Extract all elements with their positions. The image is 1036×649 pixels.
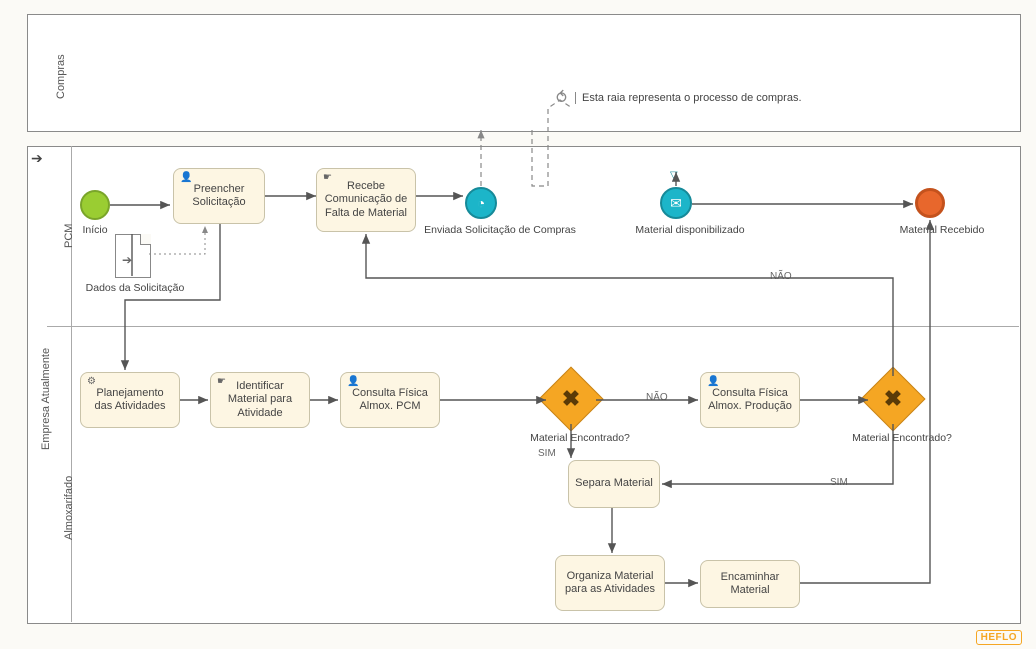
flow-label-sim2: SIM: [830, 477, 848, 488]
lane-separator: [47, 326, 1019, 327]
data-object[interactable]: ➔: [115, 234, 151, 278]
data-object-label: Dados da Solicitação: [80, 282, 190, 294]
end-event-label: Material Recebido: [892, 224, 992, 236]
flow-label-nao1: NÃO: [646, 392, 668, 403]
gear-icon: ⚙: [87, 376, 96, 388]
task-recebe-com[interactable]: ☛ Recebe Comunicação de Falta de Materia…: [316, 168, 416, 232]
task-separa[interactable]: Separa Material: [568, 460, 660, 508]
task-label: Consulta Física Almox. PCM: [347, 387, 433, 413]
manual-icon: ☛: [217, 376, 226, 388]
user-icon: 👤: [347, 376, 359, 388]
start-event[interactable]: [80, 190, 110, 220]
task-identificar[interactable]: ☛ Identificar Material para Atividade: [210, 372, 310, 428]
catch-event-label: Material disponibilizado: [620, 224, 760, 236]
pool-compras-label: Compras: [55, 54, 67, 99]
data-arrow-icon: ➔: [122, 253, 132, 267]
flow-label-sim1: SIM: [538, 448, 556, 459]
flow-label-nao2: NÃO: [770, 271, 792, 282]
annotation-anchor-icon: ⥀: [556, 88, 567, 108]
heflo-badge: HEFLO: [976, 630, 1022, 645]
task-label: Planejamento das Atividades: [87, 387, 173, 413]
lane-header-strip: [47, 146, 72, 622]
catch-event[interactable]: ✉: [660, 187, 692, 219]
end-event[interactable]: [915, 188, 945, 218]
task-label: Consulta Física Almox. Produção: [707, 387, 793, 413]
user-icon: 👤: [707, 376, 719, 388]
task-label: Identificar Material para Atividade: [217, 380, 303, 420]
catch-marker-icon: ▽: [670, 170, 678, 181]
task-label: Recebe Comunicação de Falta de Material: [323, 180, 409, 220]
pool-compras: [27, 14, 1021, 132]
annotation-compras: Esta raia representa o processo de compr…: [575, 92, 842, 104]
gateway-2[interactable]: ✖: [870, 376, 916, 422]
task-label: Preencher Solicitação: [180, 183, 258, 209]
x-icon: ✖: [548, 376, 594, 422]
x-icon: ✖: [870, 376, 916, 422]
task-preencher[interactable]: 👤 Preencher Solicitação: [173, 168, 265, 224]
send-event-label: Enviada Solicitação de Compras: [420, 224, 580, 236]
task-organiza[interactable]: Organiza Material para as Atividades: [555, 555, 665, 611]
start-event-label: Início: [68, 224, 122, 236]
gateway-1-label: Material Encontrado?: [520, 432, 640, 444]
task-consulta-prod[interactable]: 👤 Consulta Física Almox. Produção: [700, 372, 800, 428]
task-encaminhar[interactable]: Encaminhar Material: [700, 560, 800, 608]
task-label: Encaminhar Material: [707, 571, 793, 597]
lane-almox-label: Almoxarifado: [63, 476, 75, 540]
manual-icon: ☛: [323, 172, 332, 184]
task-label: Organiza Material para as Atividades: [562, 570, 658, 596]
gateway-2-label: Material Encontrado?: [842, 432, 962, 444]
task-planejamento[interactable]: ⚙ Planejamento das Atividades: [80, 372, 180, 428]
task-consulta-pcm[interactable]: 👤 Consulta Física Almox. PCM: [340, 372, 440, 428]
task-label: Separa Material: [575, 477, 653, 490]
clock-icon: ◔: [477, 195, 485, 211]
user-icon: 👤: [180, 172, 192, 184]
envelope-icon: ✉: [670, 195, 682, 212]
gateway-1[interactable]: ✖: [548, 376, 594, 422]
send-event[interactable]: ◔: [465, 187, 497, 219]
pool-entry-icon: ➔: [31, 150, 43, 167]
